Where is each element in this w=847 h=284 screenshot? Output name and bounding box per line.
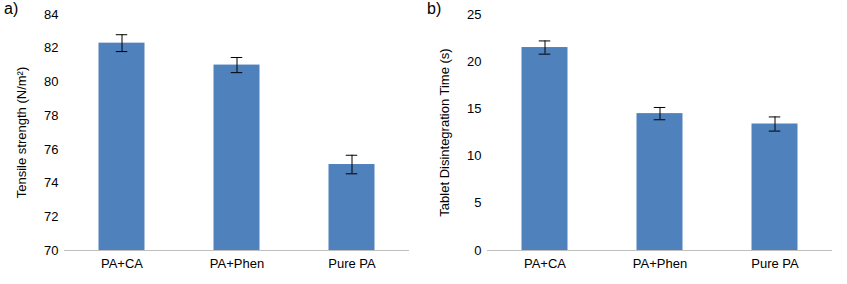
svg-text:PA+Phen: PA+Phen (633, 256, 687, 271)
svg-text:PA+CA: PA+CA (524, 256, 566, 271)
svg-text:82: 82 (44, 40, 58, 55)
svg-text:78: 78 (44, 108, 58, 123)
svg-text:5: 5 (474, 195, 481, 210)
svg-text:Pure PA: Pure PA (751, 256, 799, 271)
svg-text:15: 15 (467, 101, 481, 116)
svg-text:Pure PA: Pure PA (328, 256, 376, 271)
html-text:a): a) (4, 0, 19, 17)
svg-text:76: 76 (44, 142, 58, 157)
svg-text:10: 10 (467, 148, 481, 163)
svg-text:PA+Phen: PA+Phen (210, 256, 264, 271)
svg-text:25: 25 (467, 7, 481, 22)
svg-text:Tensile strength (N/m²): Tensile strength (N/m²) (14, 67, 29, 198)
svg-text:20: 20 (467, 54, 481, 69)
svg-text:72: 72 (44, 209, 58, 224)
svg-text:Tablet Disintegration Time (s): Tablet Disintegration Time (s) (437, 48, 452, 216)
svg-text:PA+CA: PA+CA (101, 256, 143, 271)
svg-text:0: 0 (474, 243, 481, 258)
svg-text:84: 84 (44, 7, 58, 22)
svg-text:70: 70 (44, 243, 58, 258)
svg-text:80: 80 (44, 74, 58, 89)
html-text:b): b) (427, 0, 442, 17)
svg-text:74: 74 (44, 175, 58, 190)
